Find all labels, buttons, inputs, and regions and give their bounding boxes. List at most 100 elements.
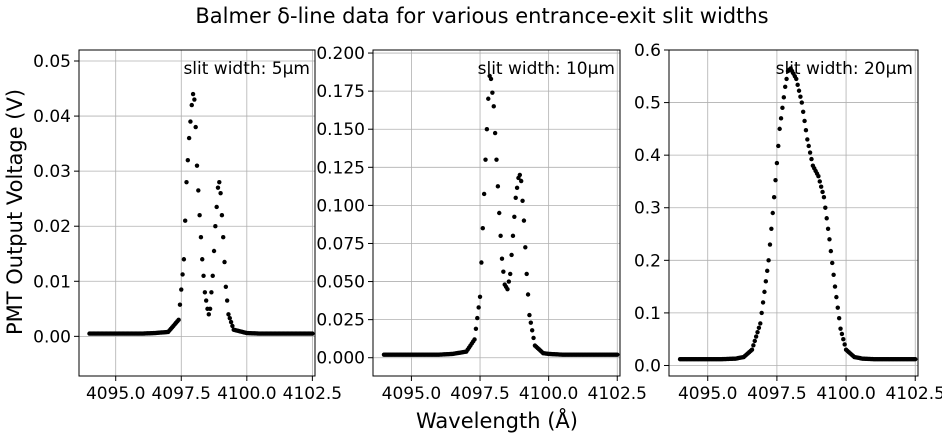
y-tick-label: 0.175 (316, 82, 365, 102)
data-point (218, 190, 223, 196)
data-point (519, 178, 524, 184)
data-point (198, 235, 204, 240)
data-point (192, 97, 197, 102)
data-point (823, 205, 828, 210)
data-point (529, 328, 535, 333)
y-tick-label: 0.01 (33, 272, 71, 292)
data-point (226, 312, 231, 317)
data-point (820, 189, 825, 195)
data-point (207, 306, 213, 312)
data-point (488, 76, 494, 82)
data-point (527, 312, 532, 318)
data-point (776, 143, 781, 149)
data-point (473, 326, 479, 331)
data-point (509, 252, 514, 258)
data-point (200, 257, 205, 262)
data-point (492, 130, 498, 136)
data-point (796, 88, 802, 93)
data-point (180, 272, 185, 277)
data-point (491, 104, 496, 109)
data-point (209, 290, 214, 295)
data-point (765, 268, 770, 274)
x-tick-label: 4097.5 (747, 384, 806, 404)
data-point (185, 157, 191, 163)
data-point (211, 248, 217, 254)
data-point (196, 188, 201, 193)
data-point (763, 279, 769, 284)
data-point (755, 329, 760, 335)
axes-frame (668, 49, 919, 377)
data-point (475, 315, 480, 321)
data-point (795, 82, 800, 88)
data-point (784, 76, 789, 82)
data-point (802, 118, 807, 124)
data-point (816, 173, 821, 179)
data-point (528, 320, 534, 325)
data-point (781, 95, 787, 100)
y-tick-label: 0.075 (316, 234, 365, 254)
data-point (203, 298, 209, 303)
data-point (183, 218, 188, 223)
data-point (805, 137, 810, 142)
data-point (752, 338, 757, 344)
y-tick-label: 0.04 (33, 107, 71, 127)
data-point (179, 287, 184, 292)
data-point (759, 310, 764, 316)
data-point (834, 294, 839, 300)
x-tick-label: 4097.5 (450, 384, 509, 404)
data-point (472, 337, 477, 342)
data-point (835, 305, 840, 310)
data-point (832, 284, 838, 289)
data-point (828, 248, 834, 254)
data-point (841, 336, 846, 342)
y-tick-label: 0.150 (316, 120, 365, 140)
data-point (798, 94, 803, 99)
data-point (525, 292, 531, 297)
data-point (181, 257, 187, 262)
data-point (189, 102, 194, 108)
y-tick-label: 0.1 (634, 304, 661, 324)
data-point (513, 195, 518, 200)
data-point (206, 312, 211, 317)
data-point (484, 127, 490, 132)
data-point (490, 90, 495, 95)
data-point (499, 256, 505, 261)
data-point (780, 105, 785, 111)
y-tick-label: 0.100 (316, 196, 365, 216)
data-point (506, 279, 512, 284)
y-axis-label: PMT Output Voltage (V) (3, 89, 27, 335)
data-point (202, 290, 208, 295)
data-point (751, 343, 756, 348)
data-point (766, 258, 771, 263)
x-tick-label: 4100.0 (816, 384, 875, 404)
y-tick-label: 0.200 (316, 44, 365, 64)
data-point (230, 323, 235, 329)
data-point (517, 172, 523, 178)
data-point (806, 143, 811, 149)
data-point (217, 179, 222, 185)
y-tick-label: 0.3 (634, 199, 661, 219)
y-tick-label: 0.000 (316, 349, 365, 369)
y-tick-label: 0.6 (634, 41, 661, 61)
data-point (774, 160, 780, 166)
data-point (479, 260, 484, 265)
slit-width-annotation: slit width: 5μm (183, 59, 310, 79)
data-point (800, 109, 806, 114)
data-point (508, 271, 513, 277)
data-point (194, 163, 200, 168)
data-point (177, 302, 183, 307)
data-point (483, 157, 488, 162)
x-tick-label: 4095.0 (382, 384, 441, 404)
data-point (223, 284, 229, 289)
data-point (215, 185, 221, 190)
data-point (310, 331, 315, 336)
y-tick-label: 0.4 (634, 146, 661, 166)
data-point (773, 177, 778, 183)
data-point (523, 245, 528, 250)
data-point (221, 235, 226, 240)
data-point (213, 224, 218, 229)
axes-frame (78, 49, 316, 377)
data-point (524, 271, 529, 277)
data-point (228, 319, 234, 325)
chart-title: Balmer δ-line data for various entrance-… (195, 4, 768, 28)
